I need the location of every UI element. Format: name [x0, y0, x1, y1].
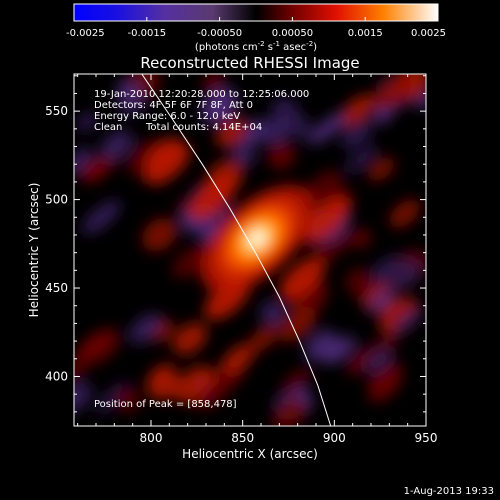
footer-timestamp: 1-Aug-2013 19:33: [404, 486, 494, 497]
intensity-map: [74, 74, 426, 426]
intensity-blob: [392, 307, 423, 334]
intensity-blob: [367, 361, 403, 394]
peak-source: [250, 231, 265, 246]
intensity-blob: [100, 130, 134, 161]
y-tick-label: 500: [45, 193, 68, 207]
colorbar-tick-label: -0.00050: [197, 28, 242, 39]
intensity-blob: [241, 119, 269, 146]
secondary-source: [144, 142, 191, 185]
colorbar-tick-labels: -0.0025 -0.0015 -0.00050 0.00050 0.0015 0.002…: [66, 28, 446, 39]
intensity-blob: [351, 228, 372, 249]
plot-frame: [73, 73, 427, 427]
intensity-blob: [308, 112, 346, 145]
annotation-clean: Clean: [94, 122, 122, 133]
intensity-blob: [316, 230, 354, 263]
intensity-blob: [74, 352, 92, 384]
intensity-blob: [222, 343, 256, 374]
x-axis: 800 850 900 950: [77, 74, 438, 445]
annotation-energy: Energy Range: 6.0 - 12.0 keV: [94, 111, 240, 122]
intensity-blob: [373, 105, 393, 124]
intensity-blob: [340, 119, 373, 150]
colorbar-ticks: [73, 17, 439, 21]
intensity-blob: [364, 346, 394, 374]
intensity-blob: [374, 75, 412, 110]
secondary-source: [204, 277, 251, 320]
intensity-blob: [116, 80, 141, 106]
annotation-peak: Position of Peak = [858,478]: [94, 399, 237, 410]
intensity-blob: [80, 328, 121, 365]
intensity-blob: [281, 367, 313, 395]
intensity-blob: [339, 94, 376, 128]
plot-area: [74, 74, 426, 426]
y-tick-label: 400: [45, 369, 68, 383]
intensity-blob: [278, 307, 317, 342]
intensity-blob: [215, 117, 247, 148]
intensity-blob: [260, 300, 286, 326]
intensity-blob: [260, 116, 290, 145]
intensity-blob: [146, 368, 180, 401]
intensity-blob: [200, 88, 239, 124]
intensity-blob: [323, 336, 356, 365]
annotation-total-counts: Total counts: 4.14E+04: [145, 122, 262, 133]
y-tick-label: 450: [45, 281, 68, 295]
x-tick-label: 950: [415, 431, 438, 445]
intensity-blob: [389, 199, 421, 228]
chart-title: Reconstructed RHESSI Image: [140, 54, 359, 72]
colorbar-tick-label: -0.0025: [66, 28, 105, 39]
colorbar-tick-label: -0.0015: [127, 28, 166, 39]
x-tick-label: 800: [140, 431, 163, 445]
secondary-source: [189, 177, 236, 220]
intensity-blob: [271, 96, 298, 123]
x-tick-label: 850: [231, 431, 254, 445]
intensity-blob: [114, 386, 141, 413]
intensity-blob: [368, 157, 395, 182]
intensity-blob: [196, 376, 235, 411]
intensity-blob: [172, 244, 210, 279]
intensity-blob: [128, 313, 162, 344]
solar-limb-curve: [141, 74, 332, 426]
colorbar-unit: (photons cm-2 s-1 asec-2): [195, 40, 317, 53]
intensity-blob: [369, 255, 404, 286]
intensity-blob: [368, 288, 395, 313]
intensity-blob: [82, 200, 121, 235]
colorbar-tick-label: 0.0015: [348, 28, 383, 39]
intensity-blob: [414, 92, 426, 109]
intensity-blob: [172, 322, 208, 355]
colorbar: -0.0025 -0.0015 -0.00050 0.00050 0.0015 0.002…: [66, 3, 446, 53]
intensity-blob: [77, 112, 97, 131]
colorbar-tick-label: 0.0025: [411, 28, 446, 39]
annotation-time-range: 19-Jan-2010 12:20:28.000 to 12:25:06.000: [94, 89, 309, 100]
colorbar-tick-label: 0.00050: [272, 28, 313, 39]
intensity-blob: [202, 74, 226, 93]
annotation-detectors: Detectors: 4F 5F 6F 7F 8F, Att 0: [94, 100, 253, 111]
x-tick-label: 900: [323, 431, 346, 445]
x-axis-label: Heliocentric X (arcsec): [182, 447, 318, 461]
y-tick-label: 550: [45, 104, 68, 118]
intensity-blob: [249, 325, 278, 352]
intensity-blob: [345, 267, 375, 297]
y-axis: 400 450 500 550: [45, 75, 426, 413]
intensity-blob: [272, 397, 308, 426]
intensity-blob: [231, 141, 256, 167]
y-axis-label: Heliocentric Y (arcsec): [27, 183, 41, 318]
secondary-source: [279, 257, 326, 300]
intensity-blob: [305, 170, 344, 206]
intensity-blob: [141, 217, 178, 252]
secondary-source: [304, 197, 351, 240]
colorbar-gradient: [73, 3, 439, 22]
intensity-blob: [345, 145, 378, 174]
annotations: 19-Jan-2010 12:20:28.000 to 12:25:06.000…: [94, 89, 309, 410]
intensity-blob: [74, 147, 94, 176]
intensity-blob: [266, 141, 296, 170]
intensity-blob: [387, 258, 421, 290]
